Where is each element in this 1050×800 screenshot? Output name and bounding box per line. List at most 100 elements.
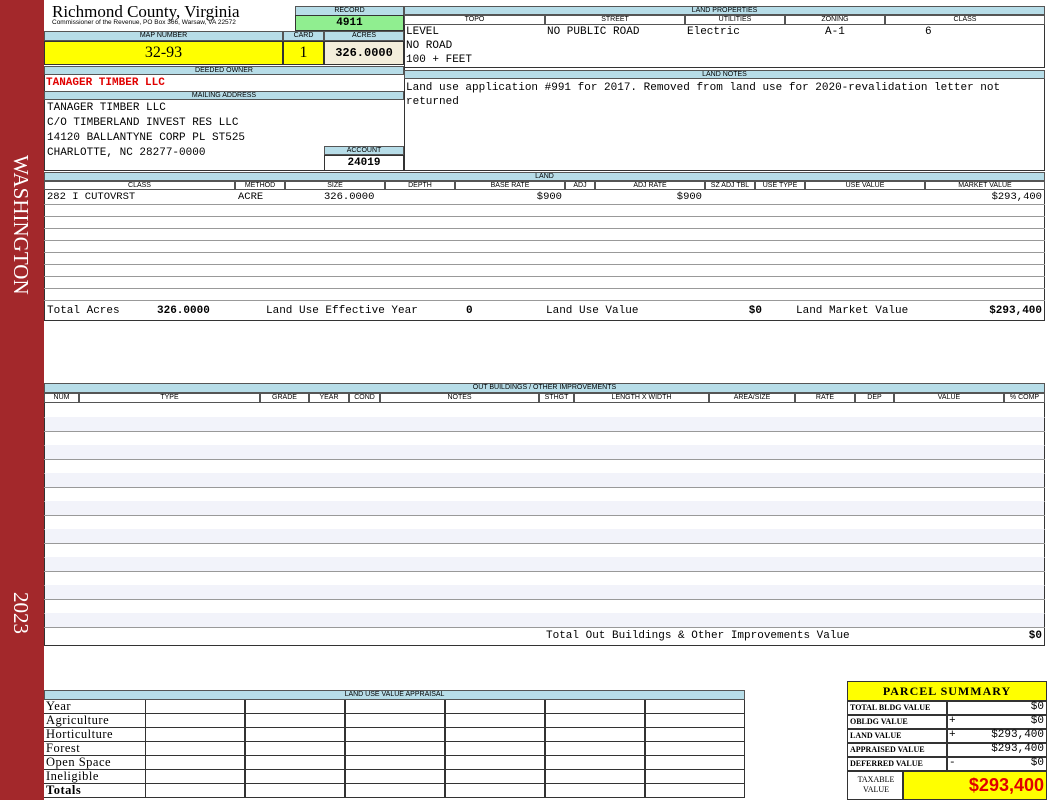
out-buildings-total-label: Total Out Buildings & Other Improvements… — [546, 630, 850, 642]
land-use-cell — [345, 728, 445, 742]
summary-value: $293,400 — [991, 743, 1044, 755]
land-use-cell — [245, 728, 345, 742]
land-property-header: ZONING — [785, 15, 885, 25]
acres-label: ACRES — [324, 31, 404, 41]
out-building-header: TYPE — [79, 393, 260, 403]
out-building-header: LENGTH X WIDTH — [574, 393, 709, 403]
land-use-title: LAND USE VALUE APPRAISAL — [44, 690, 745, 700]
account-label: ACCOUNT — [324, 146, 404, 155]
land-header: SZ ADJ TBL — [705, 181, 755, 190]
land-properties-title: LAND PROPERTIES — [404, 6, 1045, 15]
row-line — [44, 276, 1045, 277]
account: 24019 — [324, 155, 404, 171]
row-line — [44, 216, 1045, 217]
land-header: ADJ — [565, 181, 595, 190]
summary-value: $0 — [1030, 757, 1044, 769]
land-use-cell — [545, 770, 645, 784]
row-band — [45, 613, 1044, 627]
land-use-cell — [145, 770, 245, 784]
row-line — [44, 543, 1045, 544]
land-use-row: Forest — [44, 742, 145, 756]
card: 1 — [283, 41, 324, 65]
summary-cell — [947, 701, 1047, 715]
row-line — [44, 228, 1045, 229]
land-cell: ACRE — [238, 191, 264, 203]
land-header: ADJ RATE — [595, 181, 705, 190]
land-use-cell — [545, 756, 645, 770]
row-band — [45, 417, 1044, 431]
land-cell: 282 I CUTOVRST — [47, 191, 136, 203]
out-building-header: AREA/SIZE — [709, 393, 795, 403]
land-use-cell — [545, 728, 645, 742]
district: WASHINGTON — [9, 155, 33, 295]
land-use-row: Year — [44, 700, 145, 714]
summary-cell — [947, 743, 1047, 757]
land-property-value: 6 — [925, 26, 932, 38]
land-use-cell — [145, 714, 245, 728]
land-use-cell — [245, 784, 345, 798]
year: 2023 — [9, 592, 33, 634]
row-line — [44, 300, 1045, 301]
summary-sign: - — [949, 757, 956, 769]
county-title: Richmond County, Virginia — [52, 2, 240, 21]
acres: 326.0000 — [324, 41, 404, 65]
land-use-cell — [545, 714, 645, 728]
summary-value: $293,400 — [991, 729, 1044, 741]
land-use-cell — [645, 756, 745, 770]
deeded-owner-label: DEEDED OWNER — [44, 66, 404, 75]
row-line — [44, 240, 1045, 241]
out-buildings-title: OUT BUILDINGS / OTHER IMPROVEMENTS — [44, 383, 1045, 393]
row-line — [44, 487, 1045, 488]
row-line — [44, 627, 1045, 628]
parcel-summary-title: PARCEL SUMMARY — [847, 681, 1047, 701]
land-header: SIZE — [285, 181, 385, 190]
land-notes-text: Land use application #991 for 2017. Remo… — [406, 82, 1001, 108]
land-header: USE VALUE — [805, 181, 925, 190]
land-use-cell — [345, 784, 445, 798]
row-band — [45, 529, 1044, 543]
summary-cell — [947, 715, 1047, 729]
land-use-cell — [545, 700, 645, 714]
land-cell: $900 — [536, 191, 562, 203]
land-property-header: STREET — [545, 15, 685, 25]
summary-label: TOTAL BLDG VALUE — [847, 701, 947, 715]
land-use-cell — [645, 784, 745, 798]
land-use-cell — [345, 700, 445, 714]
summary-sign: + — [949, 729, 956, 741]
out-building-header: % COMP — [1004, 393, 1045, 403]
land-total: Total Acres — [47, 305, 120, 317]
row-line — [44, 204, 1045, 205]
out-buildings-total: $0 — [1028, 630, 1042, 642]
summary-label: DEFERRED VALUE — [847, 757, 947, 771]
land-use-cell — [645, 714, 745, 728]
land-header: CLASS — [44, 181, 235, 190]
out-building-header: STHGT — [539, 393, 574, 403]
land-property-value: A-1 — [825, 26, 845, 38]
land-total: $293,400 — [989, 305, 1042, 317]
out-building-header: DEP — [855, 393, 894, 403]
land-use-cell — [145, 700, 245, 714]
summary-cell — [947, 729, 1047, 743]
summary-cell — [947, 757, 1047, 771]
row-band — [45, 445, 1044, 459]
land-use-cell — [445, 756, 545, 770]
row-line — [44, 515, 1045, 516]
land-header: DEPTH — [385, 181, 455, 190]
land-use-cell — [345, 714, 445, 728]
land-use-cell — [645, 770, 745, 784]
land-header: BASE RATE — [455, 181, 565, 190]
land-use-cell — [545, 784, 645, 798]
land-property-header: CLASS — [885, 15, 1045, 25]
out-building-header: RATE — [795, 393, 855, 403]
summary-sign: + — [949, 715, 956, 727]
land-property-value: LEVEL — [406, 26, 440, 38]
land-use-cell — [445, 700, 545, 714]
land-use-cell — [445, 742, 545, 756]
land-cell: $293,400 — [991, 191, 1042, 203]
taxable-value: $293,400 — [903, 771, 1047, 800]
mailing-address-label: MAILING ADDRESS — [44, 91, 404, 100]
summary-value: $0 — [1030, 715, 1044, 727]
land-use-cell — [645, 700, 745, 714]
land-use-cell — [145, 756, 245, 770]
